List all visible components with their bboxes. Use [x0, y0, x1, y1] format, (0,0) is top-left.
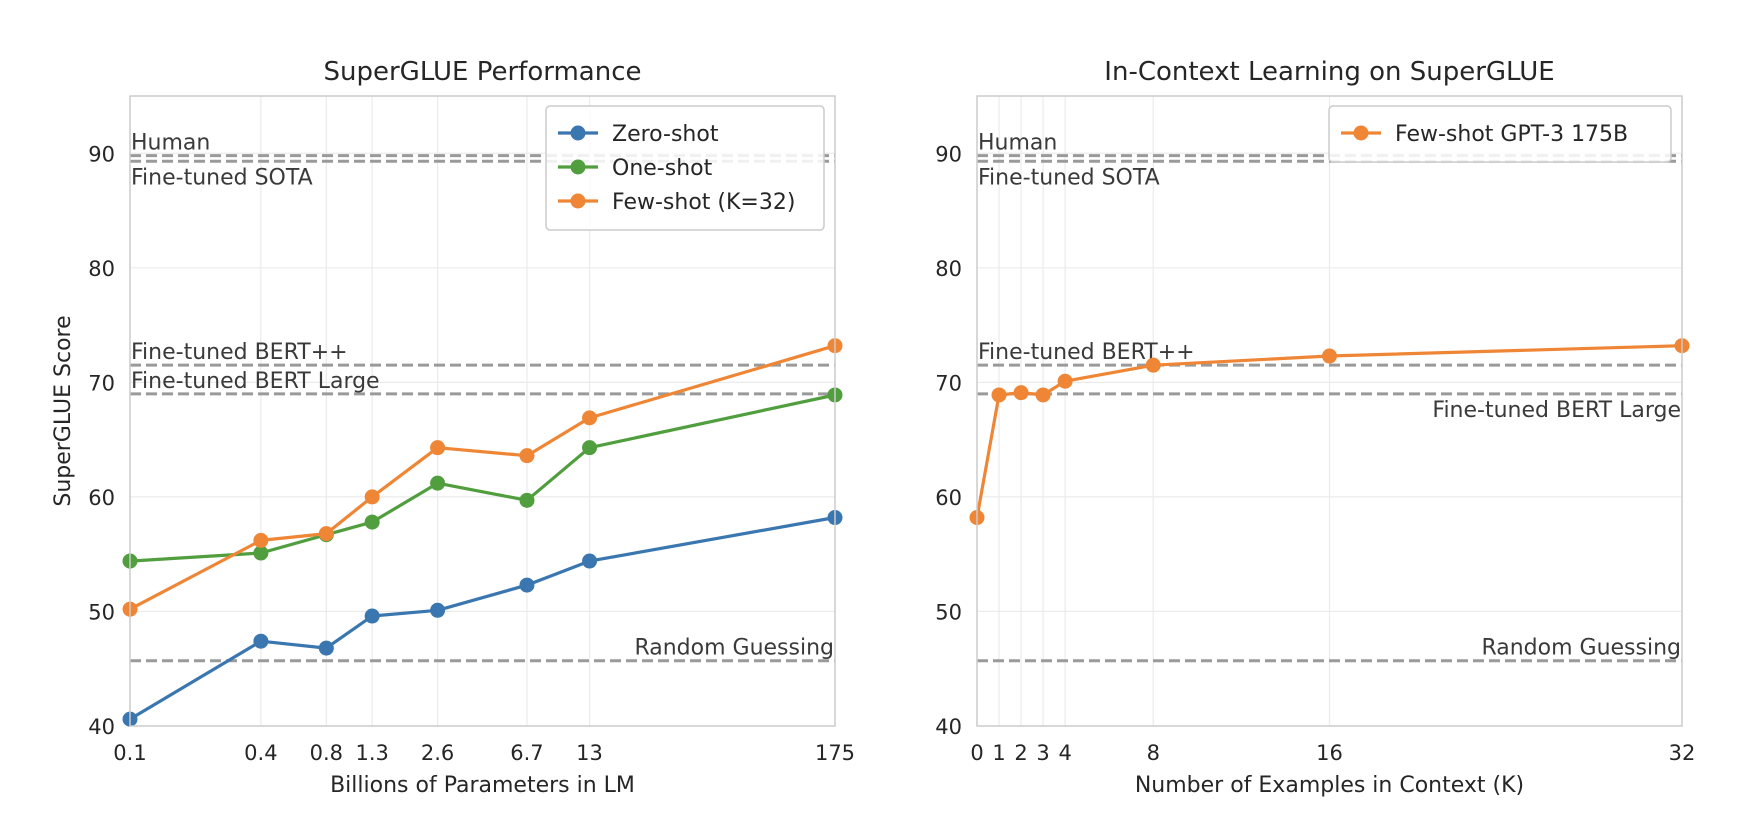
x-tick-label: 0.4 — [244, 741, 277, 765]
legend-marker — [570, 159, 586, 175]
x-tick-label: 8 — [1147, 741, 1160, 765]
x-axis-label: Number of Examples in Context (K) — [1135, 773, 1524, 798]
data-point — [582, 440, 598, 456]
reference-label: Fine-tuned BERT++ — [131, 340, 348, 365]
data-point — [582, 553, 598, 569]
legend-box — [545, 105, 825, 231]
data-point — [1322, 348, 1337, 364]
legend-box — [1328, 105, 1672, 163]
series-line — [129, 393, 836, 563]
reference-label: Random Guessing — [1481, 636, 1681, 661]
legend-marker — [1353, 125, 1369, 141]
x-tick-label: 13 — [576, 741, 603, 765]
x-tick-label: 4 — [1058, 741, 1071, 765]
data-point — [253, 545, 269, 561]
legend-marker — [570, 125, 586, 141]
y-tick-label: 90 — [88, 142, 115, 166]
legend-label: Zero-shot — [612, 122, 719, 147]
legend-label: Few-shot GPT-3 175B — [1395, 122, 1628, 147]
reference-label: Fine-tuned BERT++ — [978, 340, 1195, 365]
reference-label: Human — [978, 131, 1057, 156]
legend-marker — [570, 193, 586, 209]
data-point — [253, 532, 269, 548]
data-point — [430, 440, 446, 456]
y-axis-label: SuperGLUE Score — [51, 315, 76, 506]
plot-frame — [129, 95, 836, 727]
chart-panel-1: Human Fine-tuned SOTA Fine-tuned BERT++ Fin… — [51, 57, 855, 798]
x-tick-label: 1.3 — [355, 741, 388, 765]
data-point — [364, 514, 380, 530]
x-tick-label: 1 — [992, 741, 1005, 765]
x-tick-label: 2 — [1014, 741, 1027, 765]
reference-label: Fine-tuned BERT Large — [131, 369, 380, 394]
reference-label: Fine-tuned BERT Large — [1432, 398, 1681, 423]
y-tick-label: 70 — [88, 371, 115, 395]
y-tick-label: 70 — [935, 371, 962, 395]
series-line — [129, 515, 836, 721]
chart-title: SuperGLUE Performance — [324, 57, 642, 87]
reference-label: Random Guessing — [634, 636, 834, 661]
reference-label: Fine-tuned SOTA — [978, 165, 1160, 190]
data-point — [430, 475, 446, 491]
legend: Zero-shot One-shot Few-shot (K=32) — [545, 105, 825, 231]
x-tick-label: 0.8 — [310, 741, 343, 765]
data-point — [318, 640, 334, 656]
x-tick-label: 32 — [1669, 741, 1696, 765]
data-point — [1057, 373, 1073, 389]
x-tick-label: 0 — [970, 741, 983, 765]
y-tick-label: 60 — [88, 486, 115, 510]
data-point — [364, 608, 380, 624]
x-axis-label: Billions of Parameters in LM — [330, 773, 635, 798]
chart-panel-2: Human Fine-tuned SOTA Fine-tuned BERT++ Fin… — [935, 57, 1695, 798]
chart-title: In-Context Learning on SuperGLUE — [1104, 57, 1554, 87]
y-tick-label: 50 — [88, 600, 115, 624]
legend: Few-shot GPT-3 175B — [1328, 105, 1672, 163]
data-point — [519, 448, 535, 464]
y-tick-label: 90 — [935, 142, 962, 166]
data-point — [1035, 387, 1051, 403]
x-tick-label: 16 — [1316, 741, 1343, 765]
data-point — [430, 602, 446, 618]
y-tick-label: 80 — [935, 257, 962, 281]
y-tick-label: 40 — [88, 715, 115, 739]
reference-label: Human — [131, 131, 210, 156]
x-tick-label: 6.7 — [510, 741, 543, 765]
plot-frame — [976, 95, 1683, 727]
y-tick-label: 40 — [935, 715, 962, 739]
data-point — [1013, 385, 1029, 401]
y-tick-label: 60 — [935, 486, 962, 510]
legend-label: Few-shot (K=32) — [612, 190, 795, 215]
x-tick-label: 3 — [1036, 741, 1049, 765]
data-point — [582, 410, 598, 426]
data-point — [253, 633, 269, 649]
data-point — [991, 387, 1007, 403]
y-tick-label: 50 — [935, 600, 962, 624]
data-point — [318, 526, 334, 542]
reference-label: Fine-tuned SOTA — [131, 165, 313, 190]
data-point — [1145, 357, 1161, 373]
x-tick-label: 2.6 — [421, 741, 454, 765]
x-tick-label: 175 — [815, 741, 855, 765]
y-tick-label: 80 — [88, 257, 115, 281]
data-point — [519, 492, 535, 508]
series-line — [129, 344, 836, 611]
data-point — [364, 489, 380, 505]
legend-label: One-shot — [612, 156, 713, 181]
data-point — [519, 577, 535, 593]
x-tick-label: 0.1 — [113, 741, 146, 765]
